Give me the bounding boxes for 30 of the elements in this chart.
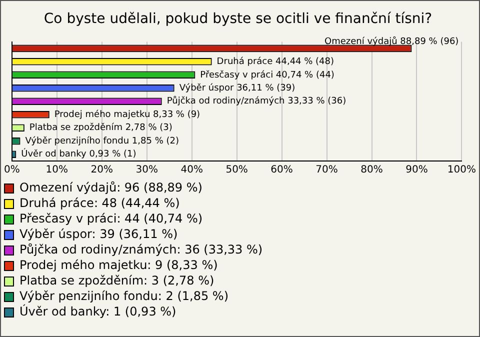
legend-label: Úvěr od banky: 1 (0,93 %) [20,304,176,319]
chart-title: Co byste udělali, pokud byste se ocitli ve finanční tísni? [44,11,432,28]
x-tick-label: 70% [316,164,338,176]
data-label: Půjčka od rodiny/známých 33,33 % (36) [166,96,346,107]
x-tick-label: 80% [360,164,383,176]
data-label: Omezení výdajů 88,89 % (96) [324,36,459,47]
legend-label: Prodej mého majetku: 9 (8,33 %) [20,258,218,272]
legend-label: Druhá práce: 48 (44,44 %) [20,196,180,210]
data-label: Prodej mého majetku 8,33 % (9) [54,108,200,120]
x-tick-label: 60% [270,164,293,176]
x-tick-label: 90% [406,164,428,176]
data-label: Platba se zpožděním 2,78 % (3) [29,122,172,134]
legend-label: Výběr penzijního fondu: 2 (1,85 %) [20,289,229,304]
data-label: Druhá práce 44,44 % (48) [216,56,334,68]
data-label: Výběr úspor 36,11 % (39) [179,82,296,94]
legend-label: Půjčka od rodiny/známých: 36 (33,33 %) [20,242,263,257]
x-tick-label: 30% [136,164,158,176]
legend-label: Omezení výdajů: 96 (88,89 %) [20,180,202,195]
x-tick-label: 40% [180,164,203,176]
data-label: Výběr penzijního fondu 1,85 % (2) [25,135,179,146]
data-label: Úvěr od banky 0,93 % (1) [21,148,136,160]
x-tick-label: 10% [46,164,68,176]
x-tick-label: 50% [226,164,248,176]
legend-label: Přesčasy v práci: 44 (40,74 %) [20,212,203,226]
data-label: Přesčasy v práci 40,74 % (44) [200,69,334,80]
legend-label: Platba se zpožděním: 3 (2,78 %) [20,274,214,288]
x-tick-label: 20% [90,164,114,176]
x-tick-label: 0% [4,164,20,176]
legend-label: Výběr úspor: 39 (36,11 %) [20,227,178,242]
x-tick-label: 100% [447,164,476,176]
